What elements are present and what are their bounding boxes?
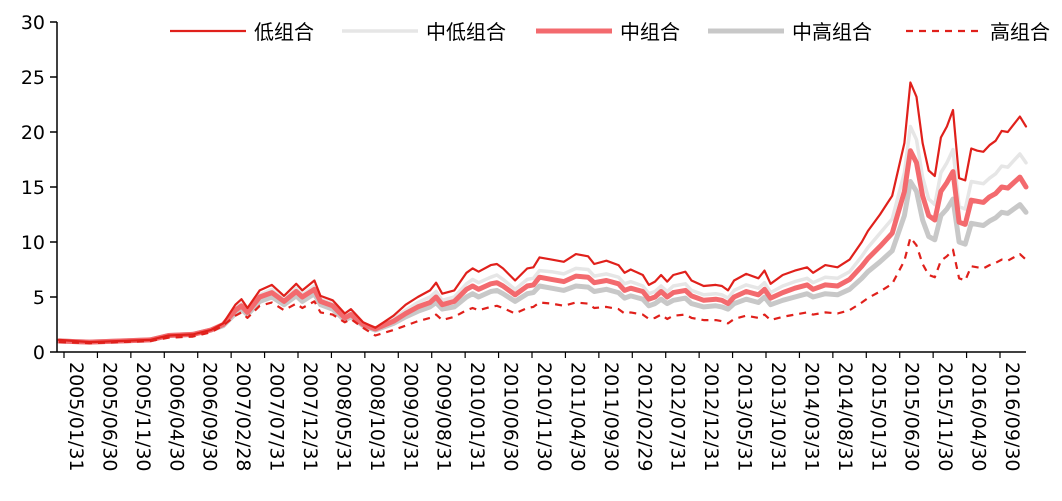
legend-label-4: 中高组合 [792,20,872,44]
y-ticks: 0 5 10 15 20 25 30 [21,12,57,364]
x-tick-label: 2013/05/31 [734,362,756,472]
x-tick-label: 2007/02/28 [232,362,254,472]
x-tick-label: 2013/10/31 [767,362,789,472]
y-tick-label: 25 [21,67,45,89]
y-tick-label: 20 [21,122,45,144]
x-tick-label: 2007/12/31 [299,362,321,472]
x-tick-label: 2011/04/30 [566,362,588,472]
axes [56,22,1026,353]
y-tick-label: 30 [21,12,45,34]
x-tick-label: 2015/06/30 [901,362,923,472]
x-tick-label: 2010/06/30 [500,362,522,472]
y-tick-label: 15 [21,177,45,199]
x-tick-label: 2014/03/31 [800,362,822,472]
legend-label-5: 高组合 [990,20,1050,44]
series-line-5 [58,236,1027,345]
x-tick-label: 2009/08/31 [433,362,455,472]
series-line-4 [56,179,1029,345]
x-tick-label: 2012/02/29 [633,362,655,472]
x-tick-label: 2012/07/31 [667,362,689,472]
legend-label-2: 中低组合 [426,20,506,44]
x-tick-label: 2015/01/31 [867,362,889,472]
series-line-2 [57,124,1028,344]
x-tick-label: 2010/01/31 [466,362,488,472]
x-tick-label: 2016/04/30 [968,362,990,472]
series-line-3 [56,148,1029,345]
y-tick-label: 5 [33,287,45,309]
series-layer [56,81,1029,345]
x-tick-label: 2010/11/30 [533,362,555,472]
x-tick-label: 2005/11/30 [132,362,154,472]
x-tick-label: 2008/10/31 [366,362,388,472]
x-tick-label: 2012/12/31 [700,362,722,472]
x-tick-label: 2006/09/30 [199,362,221,472]
x-tick-label: 2008/05/31 [332,362,354,472]
x-tick-label: 2009/03/31 [399,362,421,472]
series-line-1 [57,81,1028,344]
x-tick-label: 2015/11/30 [934,362,956,472]
x-tick-label: 2005/01/31 [65,362,87,472]
legend: 低组合 中低组合 中组合 中高组合 高组合 [170,20,1050,44]
y-tick-label: 0 [33,342,45,364]
x-tick-label: 2007/07/31 [266,362,288,472]
x-tick-label: 2016/09/30 [1001,362,1023,472]
x-tick-label: 2006/04/30 [165,362,187,472]
legend-label-1: 低组合 [254,20,314,44]
x-ticks: 2005/01/31 2005/06/30 2005/11/30 2006/04/30… [63,352,1023,472]
y-tick-label: 10 [21,232,45,254]
x-tick-label: 2011/09/30 [600,362,622,472]
x-tick-label: 2014/08/31 [834,362,856,472]
legend-label-3: 中组合 [620,20,680,44]
x-tick-label: 2005/06/30 [98,362,120,472]
